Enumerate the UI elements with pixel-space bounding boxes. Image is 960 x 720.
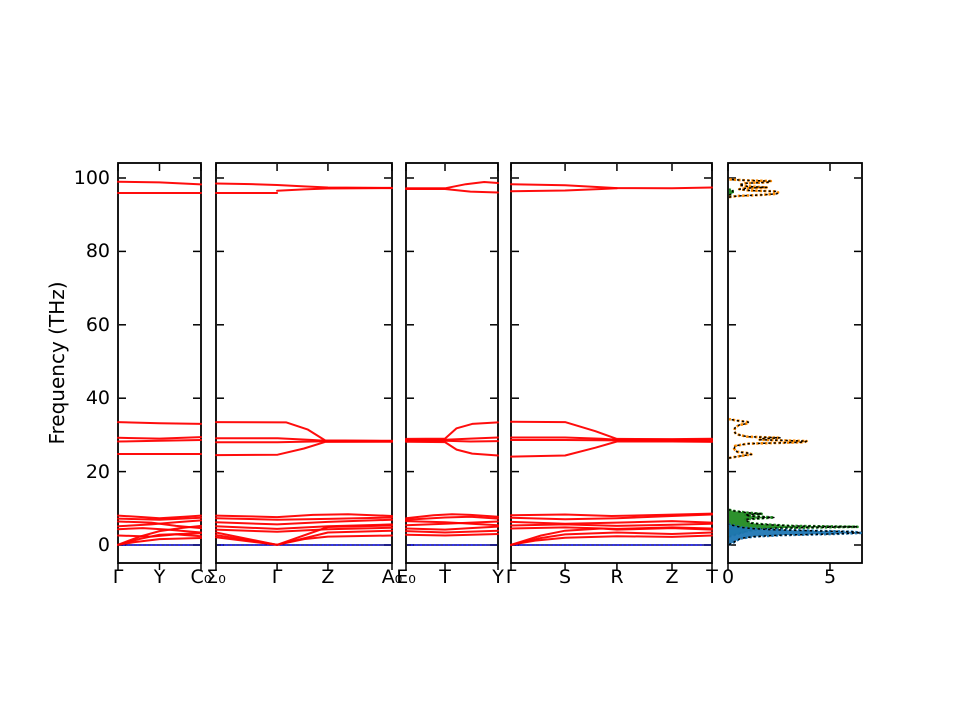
x-tick-label: Σ₀	[206, 566, 226, 588]
phonon-band-line	[405, 181, 499, 190]
phonon-band-line	[405, 520, 499, 527]
pdos-low-blue	[728, 523, 862, 546]
x-tick-label: R	[610, 566, 624, 588]
x-tick-label: A₀	[381, 566, 403, 588]
phonon-band-line	[405, 513, 499, 520]
phonon-band-line	[215, 516, 393, 521]
x-tick-label: Z	[321, 566, 335, 588]
phonon-band-line	[117, 439, 202, 443]
phonon-band-line	[510, 440, 713, 458]
band-panel-gamma-y-c0	[117, 162, 202, 570]
phonon-band-line	[117, 527, 202, 534]
phonon-band-line	[405, 188, 499, 194]
phonon-band-line	[405, 439, 499, 443]
phonon-band-line	[117, 180, 202, 186]
y-tick-label: 80	[85, 240, 110, 263]
pdos-mid-orange-total-overlay	[728, 418, 808, 459]
pdos-high-orange	[728, 178, 780, 199]
phonon-band-line	[405, 533, 499, 537]
y-tick-label: 40	[85, 387, 110, 410]
phonon-band-line	[215, 526, 393, 533]
phonon-band-line	[117, 436, 202, 440]
phonon-band-line	[117, 519, 202, 528]
phonon-band-line	[510, 534, 713, 546]
phonon-band-line	[510, 187, 618, 193]
phonon-band-line	[276, 187, 393, 192]
phonon-band-line	[405, 421, 499, 440]
x-tick-label: C₀	[190, 566, 212, 588]
phonon-band-line	[510, 512, 713, 517]
phonon-band-line	[510, 531, 713, 546]
x-tick-label: 5	[823, 566, 837, 588]
x-tick-label: T	[439, 566, 451, 588]
x-tick-label: Γ	[505, 566, 517, 588]
phonon-band-line	[510, 527, 713, 546]
phonon-band-line	[215, 440, 393, 457]
dos-panel	[727, 162, 863, 570]
x-tick-label: T	[706, 566, 718, 588]
x-tick-label: Y	[153, 566, 166, 588]
phonon-band-line	[215, 524, 393, 546]
y-tick-label: 100	[73, 167, 110, 189]
y-tick-label: 0	[97, 534, 110, 556]
band-panel-sigma0-gamma-z-a0	[215, 162, 393, 570]
phonon-band-line	[117, 421, 202, 425]
phonon-band-line	[405, 515, 499, 521]
x-tick-label: S	[559, 566, 572, 588]
x-tick-label: 0	[721, 566, 735, 588]
phonon-band-line	[405, 520, 499, 527]
phonon-band-line	[405, 440, 499, 457]
phonon-band-line	[117, 516, 202, 521]
phonon-band-line	[215, 518, 393, 526]
x-tick-label: Z	[665, 566, 679, 588]
phonon-band-line	[510, 522, 713, 527]
phonon-band-line	[405, 529, 499, 534]
x-tick-label: Y	[492, 566, 504, 588]
pdos-low-green-fill	[729, 509, 858, 537]
phonon-band-line	[117, 532, 202, 546]
x-tick-label: Γ	[271, 566, 283, 588]
y-tick-label: 60	[85, 313, 110, 336]
phonon-band-line	[117, 524, 202, 546]
phonon-band-line	[510, 420, 713, 441]
phonon-band-line	[510, 520, 713, 525]
y-tick-label: 20	[85, 460, 110, 483]
phonon-band-line	[117, 537, 202, 546]
phonon-band-line	[215, 182, 393, 189]
phonon-band-line	[117, 514, 202, 520]
phonon-band-line	[215, 513, 393, 519]
band-panel-e0-t-y	[405, 162, 499, 570]
pdos-high-green-total-overlay	[728, 188, 734, 196]
y-axis-title: Frequency (THz)	[45, 281, 69, 445]
band-panel-gamma-s-r-z-t	[510, 162, 713, 570]
phonon-band-line	[215, 534, 393, 546]
x-tick-label: Γ	[112, 566, 124, 588]
phonon-band-line	[510, 513, 713, 521]
x-tick-label: E₀	[396, 566, 416, 588]
phonon-band-line	[405, 525, 499, 531]
